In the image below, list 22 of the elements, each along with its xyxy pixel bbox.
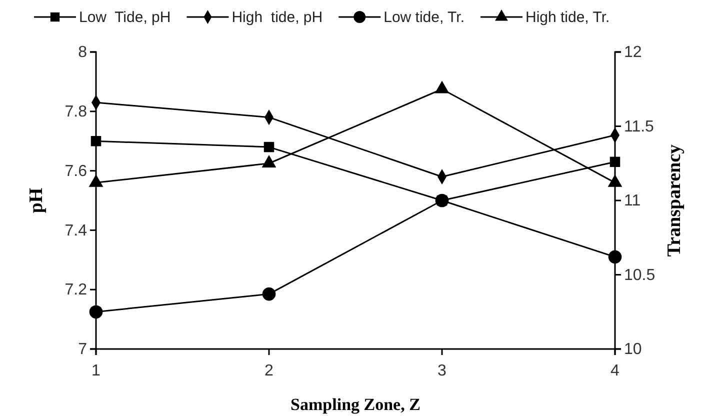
y-axis-title: pH xyxy=(26,188,47,214)
y2-axis-title: Transparency xyxy=(664,144,685,257)
y2-tick-label: 10 xyxy=(624,341,642,358)
y-tick-label: 8 xyxy=(78,44,88,62)
legend-label: High tide, pH xyxy=(232,9,323,26)
y-tick-label: 7 xyxy=(78,341,88,358)
y-tick-label: 7.8 xyxy=(64,104,88,121)
y-tick-label: 7.6 xyxy=(64,162,88,180)
x-tick-label: 3 xyxy=(438,362,447,380)
y-tick-label: 7.2 xyxy=(64,282,88,299)
x-tick-label: 2 xyxy=(264,362,274,380)
x-tick-label: 1 xyxy=(92,362,101,380)
y2-tick-label: 11.5 xyxy=(624,118,654,136)
legend-label: Low Tide, pH xyxy=(79,9,171,26)
legend-label: High tide, Tr. xyxy=(525,9,610,26)
x-axis-title: Sampling Zone, Z xyxy=(290,395,420,414)
y2-tick-label: 10.5 xyxy=(624,266,656,284)
y2-tick-label: 11 xyxy=(624,192,641,210)
x-tick-label: 4 xyxy=(610,362,620,380)
y-tick-label: 7.4 xyxy=(64,222,88,240)
legend-label: Low tide, Tr. xyxy=(384,9,464,26)
y2-tick-label: 12 xyxy=(624,44,642,62)
